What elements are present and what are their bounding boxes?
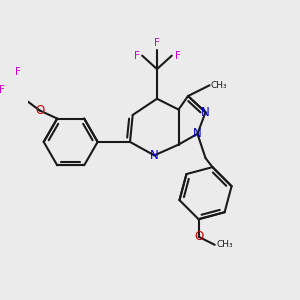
Text: O: O bbox=[194, 230, 203, 243]
Text: CH₃: CH₃ bbox=[211, 81, 227, 90]
Text: F: F bbox=[154, 38, 160, 47]
Text: F: F bbox=[134, 51, 140, 61]
Text: F: F bbox=[0, 85, 4, 95]
Text: N: N bbox=[193, 127, 202, 140]
Text: N: N bbox=[150, 149, 159, 162]
Text: CH₃: CH₃ bbox=[216, 240, 233, 249]
Text: N: N bbox=[201, 106, 210, 119]
Text: O: O bbox=[35, 104, 44, 117]
Text: F: F bbox=[175, 51, 180, 61]
Text: F: F bbox=[15, 67, 21, 77]
